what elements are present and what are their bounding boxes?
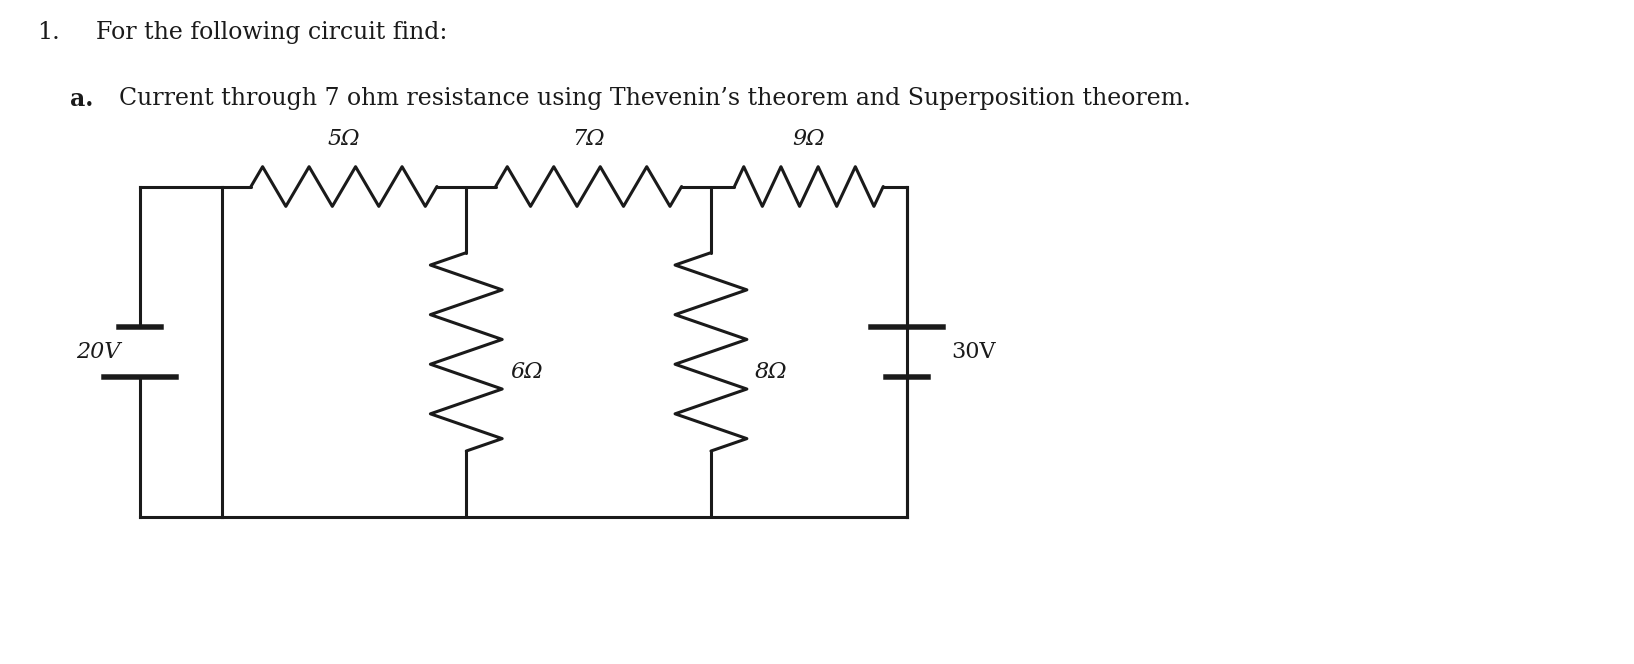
Text: 6Ω: 6Ω [510,361,542,382]
Text: Current through 7 ohm resistance using Thevenin’s theorem and Superposition theo: Current through 7 ohm resistance using T… [119,88,1191,110]
Text: 7Ω: 7Ω [572,128,605,150]
Text: 30V: 30V [951,341,995,363]
Text: 1.: 1. [38,21,60,44]
Text: 20V: 20V [77,341,121,363]
Text: a.: a. [70,88,93,112]
Text: For the following circuit find:: For the following circuit find: [96,21,448,44]
Text: 9Ω: 9Ω [792,128,825,150]
Text: 5Ω: 5Ω [328,128,359,150]
Text: 8Ω: 8Ω [755,361,788,382]
